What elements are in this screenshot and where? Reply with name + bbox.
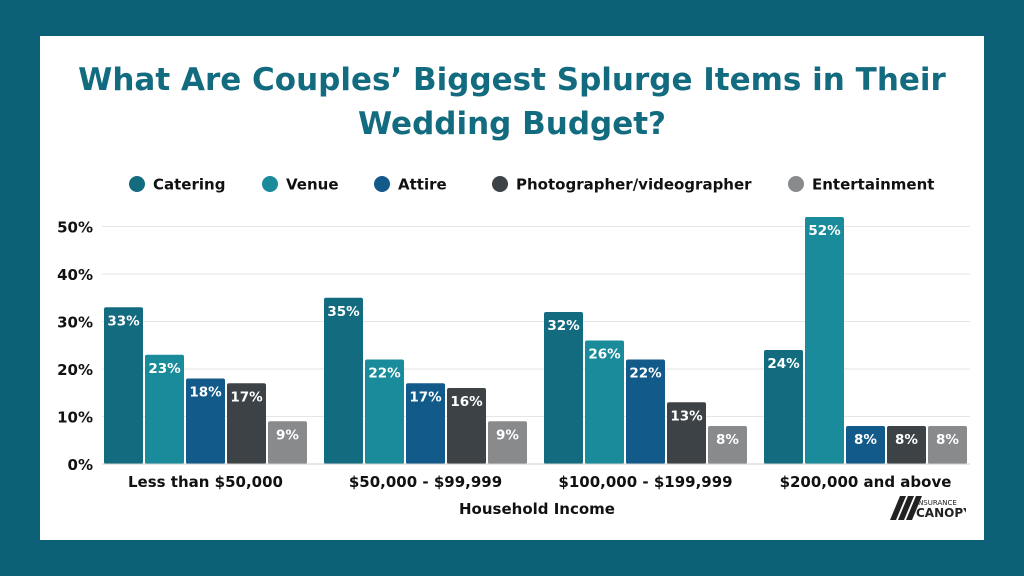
chart-title: What Are Couples’ Biggest Splurge Items …: [40, 58, 984, 146]
bar: [104, 307, 143, 464]
legend-label: Catering: [153, 176, 225, 194]
legend-swatch: [129, 176, 145, 192]
bar-data-label: 33%: [107, 313, 140, 329]
bar-data-label: 26%: [588, 347, 621, 363]
x-category-label: $50,000 - $99,999: [349, 473, 502, 491]
bar: [406, 383, 445, 464]
bar: [585, 340, 624, 464]
bar: [488, 421, 527, 464]
bar-data-label: 8%: [895, 432, 918, 448]
bar: [667, 402, 706, 464]
logo-line1: INSURANCE: [916, 499, 957, 507]
bar-data-label: 18%: [189, 385, 222, 401]
legend-label: Attire: [398, 176, 447, 194]
legend-label: Venue: [286, 176, 339, 194]
bar: [186, 378, 225, 464]
bar: [846, 426, 885, 464]
legend-label: Photographer/videographer: [516, 176, 752, 194]
y-tick-label: 30%: [57, 314, 93, 332]
bar: [447, 388, 486, 464]
y-tick-label: 40%: [57, 266, 93, 284]
chart-title-line1: What Are Couples’ Biggest Splurge Items …: [78, 62, 946, 98]
chart-title-line2: Wedding Budget?: [357, 106, 667, 142]
bar-data-label: 8%: [716, 432, 739, 448]
legend-swatch: [492, 176, 508, 192]
bar: [227, 383, 266, 464]
bar: [928, 426, 967, 464]
bar-data-label: 23%: [148, 361, 181, 377]
legend-swatch: [788, 176, 804, 192]
bar-data-label: 8%: [936, 432, 959, 448]
y-tick-label: 50%: [57, 219, 93, 237]
bar-data-label: 35%: [327, 304, 360, 320]
bar-data-label: 22%: [629, 366, 662, 382]
legend-label: Entertainment: [812, 176, 934, 194]
bar: [708, 426, 747, 464]
bar: [268, 421, 307, 464]
y-tick-label: 10%: [57, 409, 93, 427]
legend-swatch: [262, 176, 278, 192]
bar-data-label: 52%: [808, 223, 841, 239]
bar: [544, 312, 583, 464]
bar-data-label: 17%: [409, 389, 442, 405]
bar-data-label: 32%: [547, 318, 580, 334]
legend-swatch: [374, 176, 390, 192]
bar-data-label: 8%: [854, 432, 877, 448]
bar-data-label: 9%: [496, 427, 519, 443]
bar: [764, 350, 803, 464]
x-category-label: Less than $50,000: [128, 473, 283, 491]
x-category-label: $100,000 - $199,999: [558, 473, 732, 491]
bar-data-label: 17%: [230, 389, 263, 405]
logo-line2: CANOPY: [916, 506, 966, 520]
bar: [887, 426, 926, 464]
bar: [324, 297, 363, 464]
bar: [805, 217, 844, 464]
bar-data-label: 24%: [767, 356, 800, 372]
bar-data-label: 16%: [450, 394, 483, 410]
bar: [365, 359, 404, 464]
canopy-logo-icon: INSURANCE CANOPY: [890, 496, 966, 520]
bar: [626, 359, 665, 464]
y-tick-label: 0%: [68, 456, 93, 474]
y-tick-label: 20%: [57, 361, 93, 379]
x-axis-title: Household Income: [459, 500, 615, 518]
x-category-label: $200,000 and above: [780, 473, 952, 491]
bar-data-label: 13%: [670, 408, 703, 424]
bar-data-label: 22%: [368, 366, 401, 382]
bar: [145, 354, 184, 464]
bar-data-label: 9%: [276, 427, 299, 443]
